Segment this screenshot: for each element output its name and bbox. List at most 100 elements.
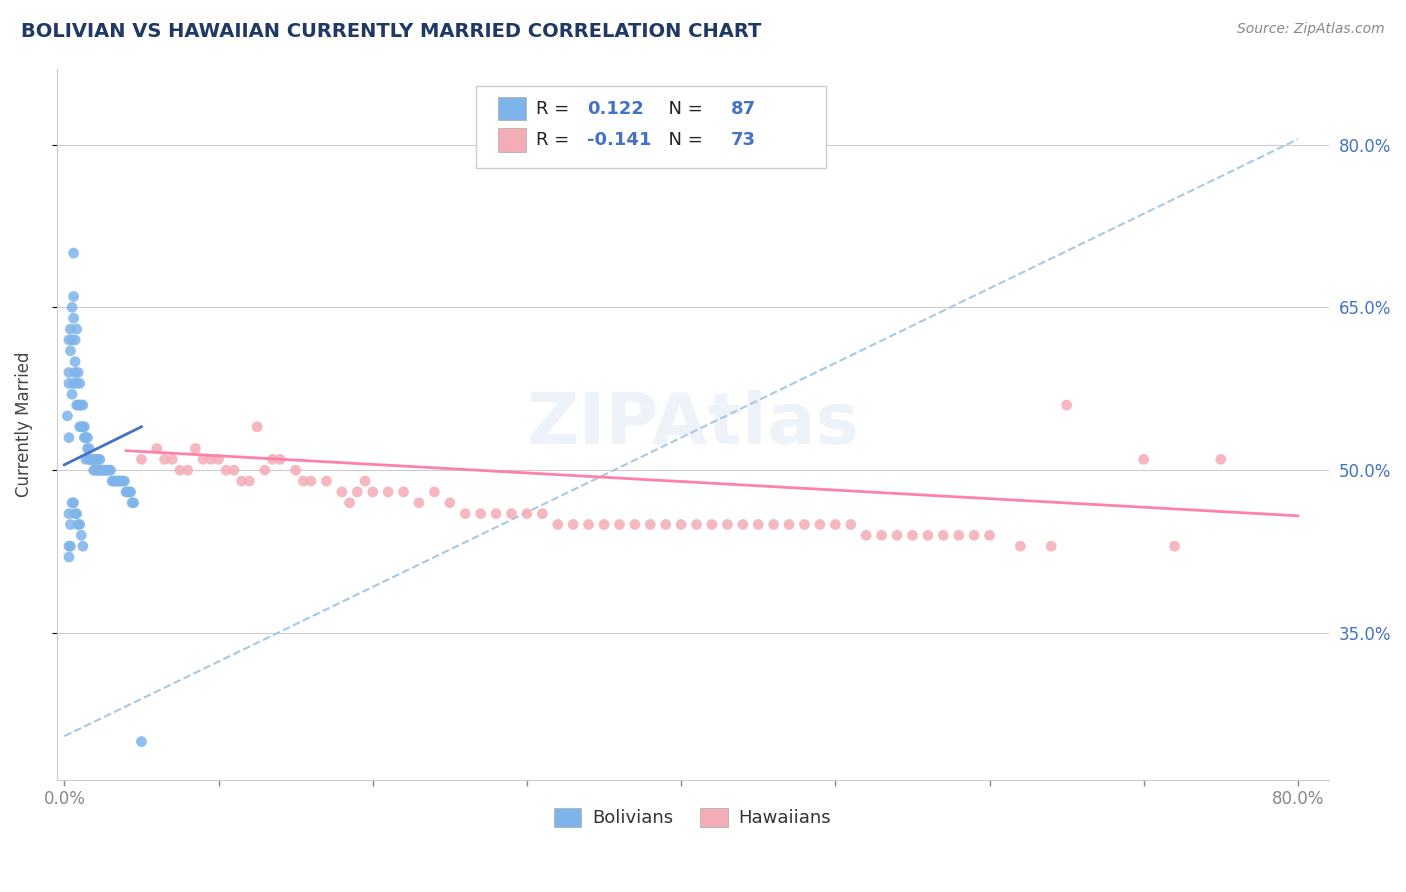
Point <box>963 528 986 542</box>
Point <box>917 528 939 542</box>
Point <box>77 452 100 467</box>
Point <box>93 463 115 477</box>
Point <box>69 419 91 434</box>
Point <box>90 463 112 477</box>
Point <box>87 452 110 467</box>
Point <box>96 463 118 477</box>
Point <box>80 452 103 467</box>
Point <box>63 354 86 368</box>
Point <box>339 496 361 510</box>
Point <box>824 517 846 532</box>
Point <box>91 463 114 477</box>
FancyBboxPatch shape <box>498 97 526 120</box>
Text: 87: 87 <box>731 100 756 118</box>
Point <box>1040 539 1063 553</box>
Point <box>62 246 84 260</box>
Point <box>354 474 377 488</box>
Point <box>58 431 80 445</box>
Point <box>86 463 108 477</box>
Point <box>640 517 662 532</box>
Point <box>115 484 138 499</box>
Point <box>215 463 238 477</box>
Point <box>162 452 184 467</box>
Point <box>69 376 91 391</box>
Point <box>191 452 214 467</box>
Point <box>578 517 600 532</box>
Point <box>117 484 139 499</box>
Point <box>222 463 245 477</box>
Point <box>747 517 769 532</box>
Point <box>1010 539 1032 553</box>
Point <box>84 463 107 477</box>
Point <box>63 507 86 521</box>
Point <box>377 484 399 499</box>
Point <box>66 398 89 412</box>
Text: BOLIVIAN VS HAWAIIAN CURRENTLY MARRIED CORRELATION CHART: BOLIVIAN VS HAWAIIAN CURRENTLY MARRIED C… <box>21 22 762 41</box>
Point <box>948 528 970 542</box>
Point <box>231 474 253 488</box>
Point <box>531 507 554 521</box>
Point <box>501 507 523 521</box>
Text: N =: N = <box>657 131 709 149</box>
Point <box>75 431 97 445</box>
Point <box>932 528 955 542</box>
Point <box>669 517 692 532</box>
Point <box>59 322 82 336</box>
Point <box>901 528 924 542</box>
Point <box>870 528 893 542</box>
Point <box>146 442 169 456</box>
Point <box>67 517 90 532</box>
Point <box>58 333 80 347</box>
Point <box>292 474 315 488</box>
Point <box>716 517 738 532</box>
Point <box>60 301 83 315</box>
Point <box>77 442 100 456</box>
FancyBboxPatch shape <box>477 87 827 168</box>
Point <box>72 398 94 412</box>
Point <box>121 496 143 510</box>
Point <box>114 474 136 488</box>
Point <box>105 474 128 488</box>
Point <box>104 474 127 488</box>
Point <box>100 463 122 477</box>
Point <box>299 474 322 488</box>
Point <box>67 398 90 412</box>
Text: 73: 73 <box>731 131 756 149</box>
Point <box>118 484 141 499</box>
Point <box>207 452 229 467</box>
Point <box>238 474 260 488</box>
Point <box>169 463 191 477</box>
Point <box>269 452 291 467</box>
Point <box>89 452 111 467</box>
Point <box>176 463 198 477</box>
Point <box>70 528 93 542</box>
Point <box>62 496 84 510</box>
Point <box>778 517 800 532</box>
Point <box>79 452 101 467</box>
Point <box>62 289 84 303</box>
Point <box>58 366 80 380</box>
Point <box>66 322 89 336</box>
Point <box>315 474 337 488</box>
Text: N =: N = <box>657 100 709 118</box>
Point <box>839 517 862 532</box>
Text: Source: ZipAtlas.com: Source: ZipAtlas.com <box>1237 22 1385 37</box>
Point <box>111 474 134 488</box>
Y-axis label: Currently Married: Currently Married <box>15 351 32 497</box>
Text: R =: R = <box>536 131 575 149</box>
Point <box>361 484 384 499</box>
Point <box>58 550 80 565</box>
Point <box>80 452 103 467</box>
Point <box>262 452 284 467</box>
Point <box>70 398 93 412</box>
Point <box>423 484 446 499</box>
Point <box>855 528 877 542</box>
Point <box>86 452 108 467</box>
Point <box>609 517 631 532</box>
Point <box>76 442 98 456</box>
Point <box>253 463 276 477</box>
FancyBboxPatch shape <box>498 128 526 152</box>
Text: 0.122: 0.122 <box>588 100 644 118</box>
Point <box>58 376 80 391</box>
Point <box>654 517 676 532</box>
